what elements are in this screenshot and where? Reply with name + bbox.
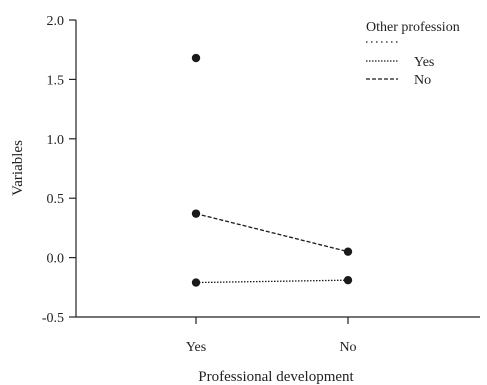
legend-title: Other profession (366, 20, 460, 35)
data-point (343, 247, 353, 256)
series-group (191, 53, 353, 287)
series-line-2 (195, 279, 349, 284)
x-axis-title: Professional development (198, 369, 354, 385)
data-point (191, 53, 201, 63)
x-ticks: Yes No (186, 317, 357, 355)
axes (75, 20, 480, 318)
y-tick-label: 2.0 (47, 14, 65, 29)
legend-label: No (414, 73, 431, 88)
x-tick-label: Yes (186, 340, 206, 355)
y-ticks: 2.0 1.5 1.0 0.5 0.0 -0.5 (42, 14, 76, 326)
y-tick-label: 0.0 (47, 252, 65, 267)
legend-label: Yes (414, 55, 434, 70)
data-point (191, 209, 201, 218)
data-point (343, 275, 353, 285)
series-line-3 (195, 213, 349, 253)
legend: Other profession Yes No (366, 20, 460, 88)
y-tick-label: 0.5 (47, 192, 65, 207)
y-tick-label: 1.5 (47, 73, 65, 88)
y-axis-title: Variables (10, 140, 26, 196)
y-tick-label: 1.0 (47, 133, 65, 148)
y-tick-label: -0.5 (42, 311, 64, 326)
x-tick-label: No (339, 340, 356, 355)
data-point (191, 278, 201, 287)
